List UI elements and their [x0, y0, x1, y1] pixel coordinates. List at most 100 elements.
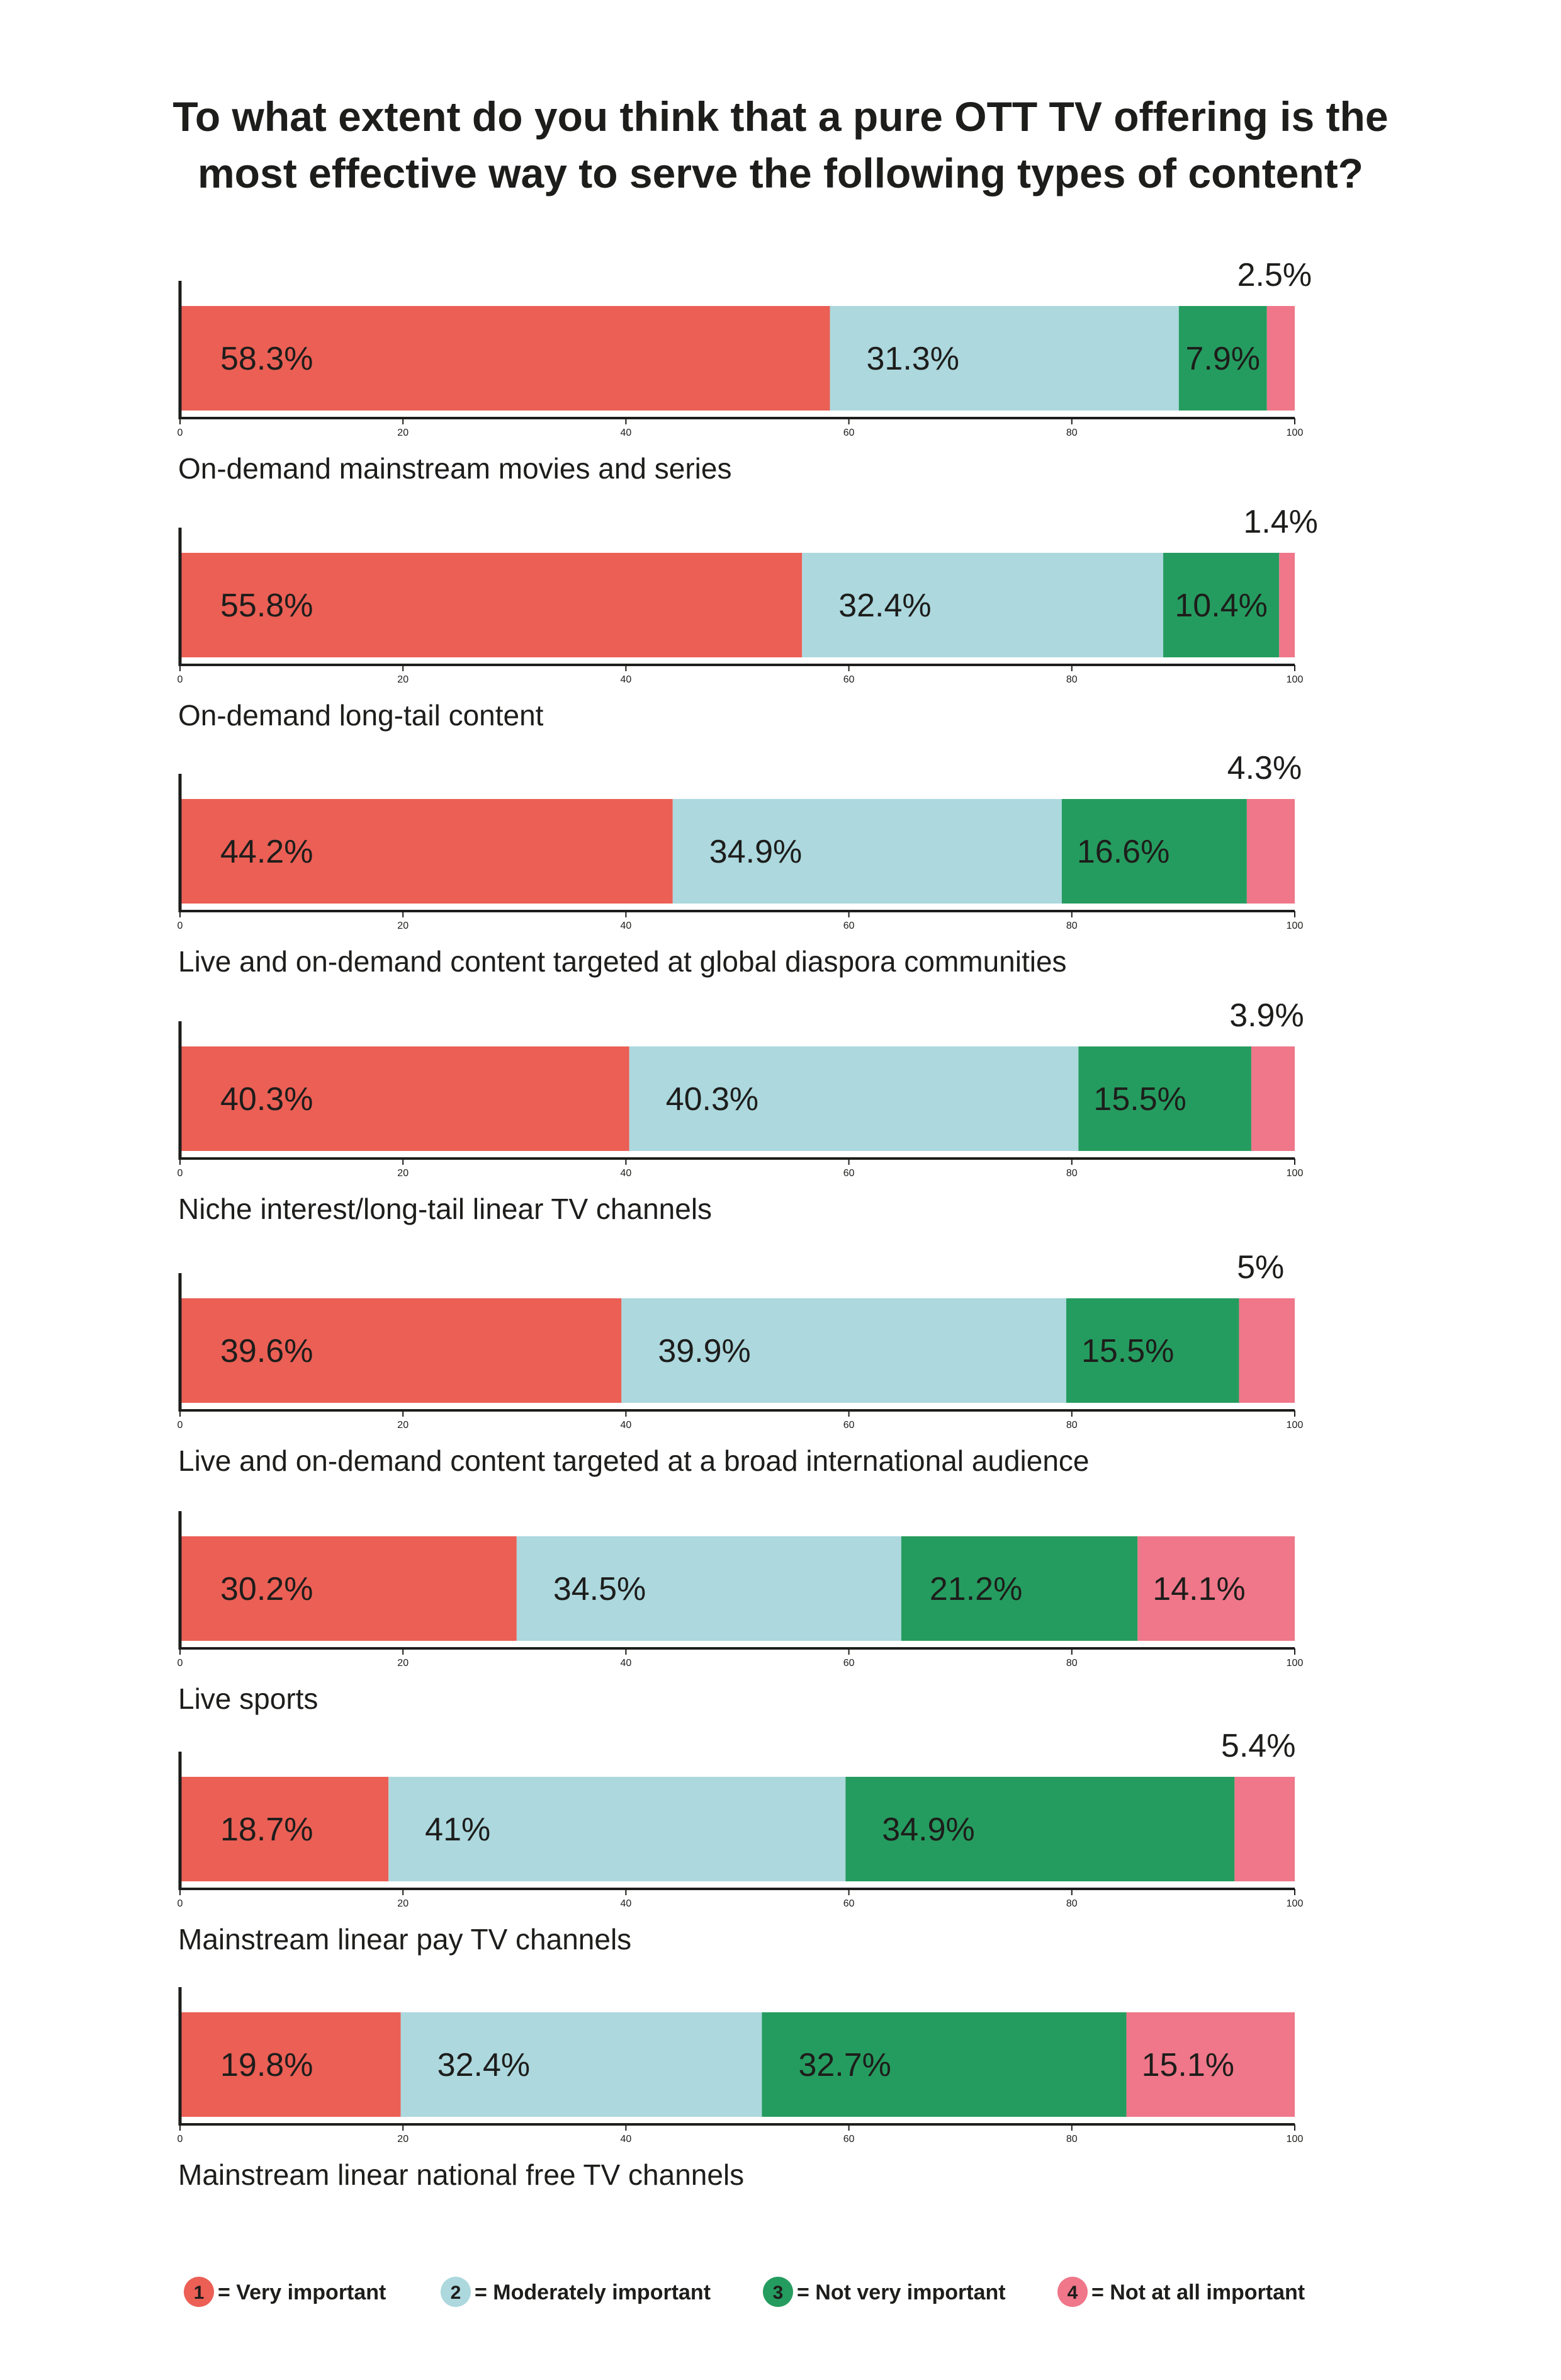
data-label: 21.2% [930, 1571, 1022, 1607]
data-label: 40.3% [220, 1081, 313, 1118]
data-label-outside: 5.4% [1221, 1728, 1296, 1764]
legend-swatch [763, 2277, 793, 2307]
legend-number: 3 [773, 2282, 784, 2303]
data-label-outside: 1.4% [1243, 504, 1318, 540]
data-label: 58.3% [220, 341, 313, 377]
data-label: 39.9% [658, 1333, 750, 1369]
data-label: 32.7% [798, 2047, 891, 2083]
bar-segment [1066, 1298, 1239, 1403]
data-label: 34.5% [553, 1571, 646, 1607]
x-tick-label: 40 [621, 1658, 632, 1669]
legend-item: 1 = Very important [184, 2277, 386, 2307]
bar-segment [845, 1777, 1235, 1881]
category-label: On-demand mainstream movies and series [178, 452, 731, 485]
bar-panel: 58.3% 31.3% 7.9% 2.5% 0 20 40 60 80 100 On-demand … [178, 257, 1312, 485]
category-label: Live and on-demand content targeted at a… [178, 1444, 1090, 1477]
x-tick-label: 40 [621, 674, 632, 685]
x-tick-label: 80 [1066, 1658, 1078, 1669]
bar-segment [1234, 1777, 1295, 1881]
data-label: 39.6% [220, 1333, 313, 1369]
data-label: 15.1% [1142, 2047, 1234, 2083]
bar-segment [516, 1536, 901, 1641]
x-tick-label: 60 [843, 2134, 855, 2145]
x-tick-label: 60 [843, 1420, 855, 1431]
data-label: 55.8% [220, 587, 313, 624]
x-tick-label: 0 [178, 428, 183, 438]
x-tick-label: 80 [1066, 1898, 1078, 1909]
legend-number: 4 [1068, 2282, 1078, 2303]
data-label-outside: 3.9% [1229, 997, 1304, 1034]
bar-segment [901, 1536, 1138, 1641]
x-tick-label: 80 [1066, 674, 1078, 685]
x-tick-label: 60 [843, 428, 855, 438]
bar-panel: 19.8% 32.4% 32.7% 15.1% 0 20 40 60 80 100 Mainstre… [178, 1987, 1304, 2191]
x-tick-label: 20 [397, 2134, 409, 2145]
x-tick-label: 40 [621, 921, 632, 931]
bar-segment [180, 306, 830, 411]
x-tick-label: 0 [178, 1658, 183, 1669]
x-tick-label: 60 [843, 1168, 855, 1179]
bar-segment [388, 1777, 846, 1881]
x-tick-label: 100 [1287, 428, 1304, 438]
chart-title: To what extent do you think that a pure … [172, 93, 1388, 196]
legend-label: = Moderately important [475, 2281, 711, 2304]
bar-segment [180, 1046, 629, 1151]
x-tick-label: 80 [1066, 428, 1078, 438]
data-label: 10.4% [1175, 587, 1267, 624]
x-tick-label: 60 [843, 1658, 855, 1669]
x-tick-label: 100 [1287, 1658, 1304, 1669]
chart-legend: 1 = Very important 2 = Moderately important… [184, 2277, 1305, 2307]
data-label: 14.1% [1152, 1571, 1245, 1607]
bar-segment [180, 1777, 389, 1881]
bar-segment [180, 799, 673, 904]
data-label: 15.5% [1093, 1081, 1186, 1118]
bar-segment [180, 1298, 622, 1403]
legend-label: = Not at all important [1091, 2281, 1305, 2304]
x-tick-label: 100 [1287, 1898, 1304, 1909]
data-label: 19.8% [220, 2047, 313, 2083]
x-tick-label: 80 [1066, 1168, 1078, 1179]
x-tick-label: 60 [843, 921, 855, 931]
data-label: 32.4% [437, 2047, 530, 2083]
bar-segment [1239, 1298, 1295, 1403]
category-label: Mainstream linear pay TV channels [178, 1923, 631, 1956]
legend-swatch [441, 2277, 471, 2307]
bar-panel: 39.6% 39.9% 15.5% 5% 0 20 40 60 80 100 Live and on… [178, 1249, 1304, 1477]
x-tick-label: 0 [178, 1168, 183, 1179]
x-tick-label: 0 [178, 1420, 183, 1431]
bar-segment [1251, 1046, 1295, 1151]
bar-panel: 40.3% 40.3% 15.5% 3.9% 0 20 40 60 80 100 Niche int… [178, 997, 1304, 1225]
category-label: Niche interest/long-tail linear TV chann… [178, 1193, 712, 1225]
category-label: Mainstream linear national free TV chann… [178, 2158, 744, 2191]
x-tick-label: 40 [621, 1898, 632, 1909]
x-tick-label: 20 [397, 1898, 409, 1909]
bar-segment [1279, 553, 1295, 657]
x-tick-label: 100 [1287, 674, 1304, 685]
bar-panel: 18.7% 41% 34.9% 5.4% 0 20 40 60 80 100 Mainstream … [178, 1728, 1304, 1956]
bar-panel: 55.8% 32.4% 10.4% 1.4% 0 20 40 60 80 100 On-demand… [178, 504, 1318, 732]
x-tick-label: 20 [397, 1168, 409, 1179]
x-tick-label: 40 [621, 428, 632, 438]
legend-label: = Not very important [797, 2281, 1006, 2304]
chart-title-line: most effective way to serve the followin… [198, 150, 1363, 196]
bar-panel: 44.2% 34.9% 16.6% 4.3% 0 20 40 60 80 100 Live and … [178, 750, 1304, 978]
legend-number: 1 [194, 2282, 205, 2303]
data-label: 7.9% [1186, 341, 1261, 377]
x-tick-label: 100 [1287, 2134, 1304, 2145]
bar-segment [621, 1298, 1066, 1403]
x-tick-label: 0 [178, 2134, 183, 2145]
data-label-outside: 5% [1237, 1249, 1284, 1286]
category-label: Live sports [178, 1682, 318, 1715]
bar-segment [1178, 306, 1267, 411]
data-label: 41% [425, 1811, 490, 1848]
x-tick-label: 100 [1287, 1168, 1304, 1179]
x-tick-label: 60 [843, 1898, 855, 1909]
x-tick-label: 20 [397, 428, 409, 438]
x-tick-label: 40 [621, 1420, 632, 1431]
x-tick-label: 100 [1287, 1420, 1304, 1431]
data-label: 30.2% [220, 1571, 313, 1607]
legend-label: = Very important [218, 2281, 386, 2304]
x-tick-label: 20 [397, 1420, 409, 1431]
x-tick-label: 40 [621, 1168, 632, 1179]
